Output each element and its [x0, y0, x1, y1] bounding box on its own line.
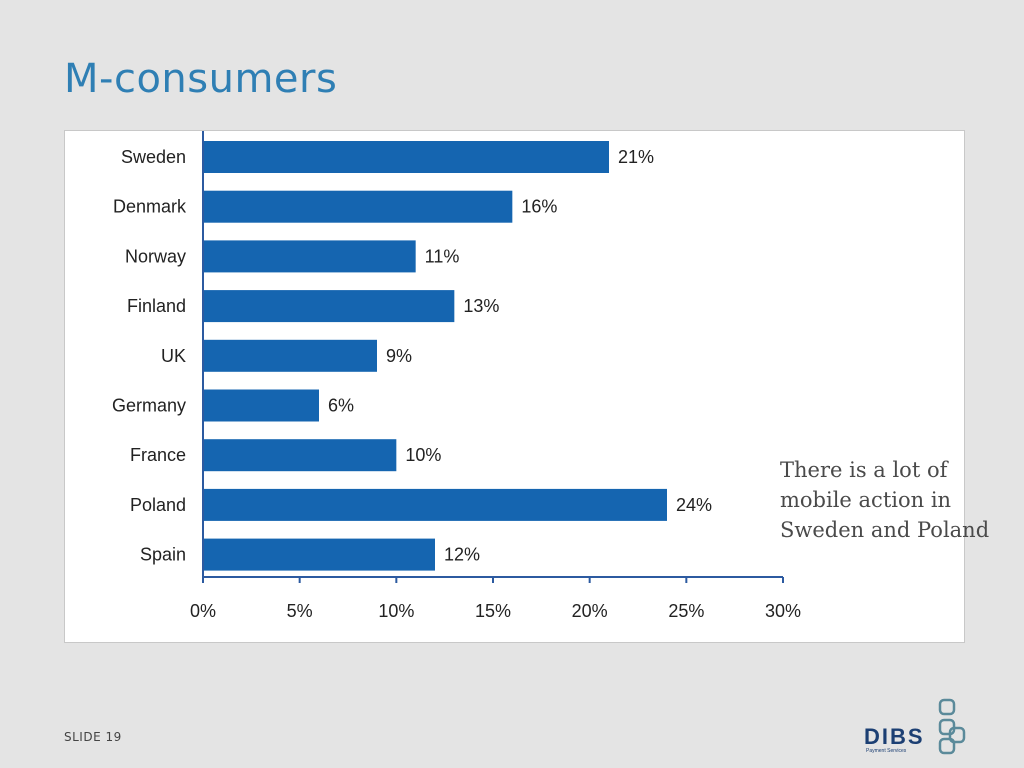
- data-label: 10%: [405, 445, 441, 465]
- bar: [203, 439, 397, 472]
- annotation-line: Sweden and Poland: [780, 518, 990, 542]
- category-label: Poland: [130, 495, 186, 515]
- bar: [203, 389, 319, 422]
- dibs-logo: DIBS Payment Services: [862, 698, 972, 758]
- x-tick-label: 25%: [668, 601, 704, 621]
- x-tick-label: 15%: [475, 601, 511, 621]
- slide-number: SLIDE 19: [64, 730, 122, 744]
- bar: [203, 488, 667, 521]
- bar: [203, 190, 513, 223]
- bar: [203, 290, 455, 323]
- data-label: 24%: [676, 495, 712, 515]
- data-label: 9%: [386, 346, 412, 366]
- category-label: Sweden: [121, 147, 186, 167]
- bar: [203, 538, 435, 571]
- logo-wordmark: DIBS: [864, 724, 925, 749]
- annotation-line: mobile action in: [780, 488, 952, 512]
- category-label: Finland: [127, 296, 186, 316]
- data-label: 13%: [463, 296, 499, 316]
- chart-panel: Sweden 21% Denmark 16% Norway 11% Finland 13% UK…: [64, 130, 965, 643]
- category-label: Norway: [125, 246, 186, 266]
- logo-tagline: Payment Services: [866, 748, 907, 754]
- annotation-text: There is a lot of mobile action in Swede…: [780, 455, 989, 545]
- category-label: Denmark: [113, 197, 187, 217]
- data-label: 11%: [425, 246, 460, 266]
- x-tick-label: 30%: [765, 601, 801, 621]
- bar: [203, 339, 377, 372]
- category-label: France: [130, 445, 186, 465]
- x-tick-label: 5%: [287, 601, 313, 621]
- annotation-line: There is a lot of: [780, 458, 948, 482]
- data-label: 21%: [618, 147, 654, 167]
- chain-link-icon: [938, 698, 966, 755]
- category-label: Spain: [140, 545, 186, 565]
- data-label: 12%: [444, 545, 480, 565]
- data-label: 6%: [328, 396, 354, 416]
- x-tick-label: 0%: [190, 601, 216, 621]
- bar: [203, 141, 609, 173]
- x-tick-label: 10%: [378, 601, 414, 621]
- bar: [203, 240, 416, 273]
- category-label: Germany: [112, 396, 186, 416]
- x-tick-label: 20%: [572, 601, 608, 621]
- data-label: 16%: [521, 197, 557, 217]
- slide-title: M-consumers: [64, 56, 338, 102]
- category-label: UK: [161, 346, 186, 366]
- bar-chart: Sweden 21% Denmark 16% Norway 11% Finland 13% UK…: [112, 131, 801, 621]
